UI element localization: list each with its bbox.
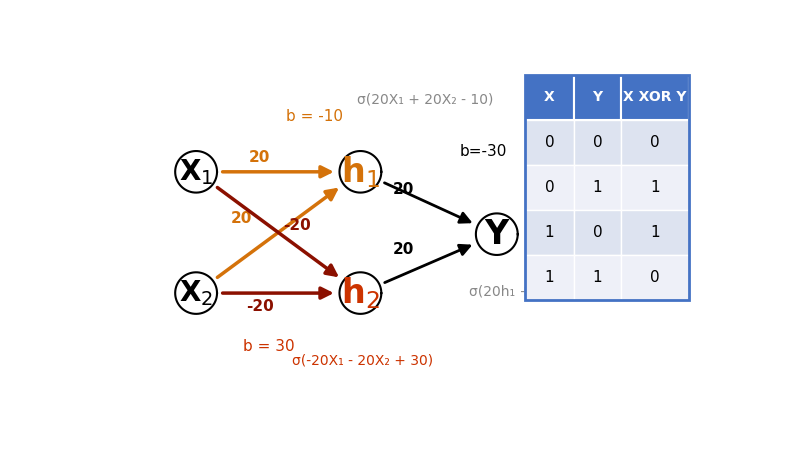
Text: 0: 0 xyxy=(650,135,660,150)
FancyBboxPatch shape xyxy=(525,255,574,300)
Text: h$_2$: h$_2$ xyxy=(341,275,380,311)
FancyBboxPatch shape xyxy=(525,165,574,210)
FancyBboxPatch shape xyxy=(574,165,621,210)
Text: 20: 20 xyxy=(249,150,270,166)
Text: Y: Y xyxy=(593,90,602,104)
Text: b=-30: b=-30 xyxy=(459,144,507,158)
Polygon shape xyxy=(339,272,382,314)
Text: 0: 0 xyxy=(650,270,660,285)
Polygon shape xyxy=(476,213,518,255)
Text: 20: 20 xyxy=(393,242,414,257)
Polygon shape xyxy=(339,151,382,193)
Text: 1: 1 xyxy=(650,180,660,195)
Text: Y: Y xyxy=(485,218,509,251)
FancyBboxPatch shape xyxy=(525,75,574,120)
Text: X XOR Y: X XOR Y xyxy=(623,90,686,104)
Text: X$_2$: X$_2$ xyxy=(179,278,213,308)
Polygon shape xyxy=(175,151,217,193)
FancyBboxPatch shape xyxy=(525,120,574,165)
Text: 1: 1 xyxy=(545,270,554,285)
Text: σ(20X₁ + 20X₂ - 10): σ(20X₁ + 20X₂ - 10) xyxy=(358,92,494,106)
Text: 1: 1 xyxy=(545,225,554,240)
Text: 1: 1 xyxy=(650,225,660,240)
Text: X: X xyxy=(544,90,555,104)
Text: 0: 0 xyxy=(593,225,602,240)
Text: σ(20h₁ +20h₂ - 30): σ(20h₁ +20h₂ - 30) xyxy=(469,284,599,298)
Text: b = 30: b = 30 xyxy=(242,339,294,354)
Text: h$_1$: h$_1$ xyxy=(341,154,380,189)
FancyBboxPatch shape xyxy=(574,255,621,300)
Text: b = -10: b = -10 xyxy=(286,109,343,124)
FancyBboxPatch shape xyxy=(621,165,689,210)
FancyBboxPatch shape xyxy=(525,210,574,255)
Text: 1: 1 xyxy=(593,180,602,195)
Text: σ(-20X₁ - 20X₂ + 30): σ(-20X₁ - 20X₂ + 30) xyxy=(292,354,434,368)
FancyBboxPatch shape xyxy=(621,210,689,255)
Text: -20: -20 xyxy=(283,218,310,233)
Text: 0: 0 xyxy=(593,135,602,150)
FancyBboxPatch shape xyxy=(574,210,621,255)
FancyBboxPatch shape xyxy=(621,75,689,120)
FancyBboxPatch shape xyxy=(574,75,621,120)
FancyBboxPatch shape xyxy=(574,120,621,165)
Text: -20: -20 xyxy=(246,299,274,315)
Text: 0: 0 xyxy=(545,180,554,195)
FancyBboxPatch shape xyxy=(621,120,689,165)
Text: 20: 20 xyxy=(393,182,414,197)
Text: 1: 1 xyxy=(593,270,602,285)
Text: X$_1$: X$_1$ xyxy=(179,157,214,187)
FancyBboxPatch shape xyxy=(621,255,689,300)
Polygon shape xyxy=(175,272,217,314)
Text: 20: 20 xyxy=(230,211,252,226)
Text: 0: 0 xyxy=(545,135,554,150)
